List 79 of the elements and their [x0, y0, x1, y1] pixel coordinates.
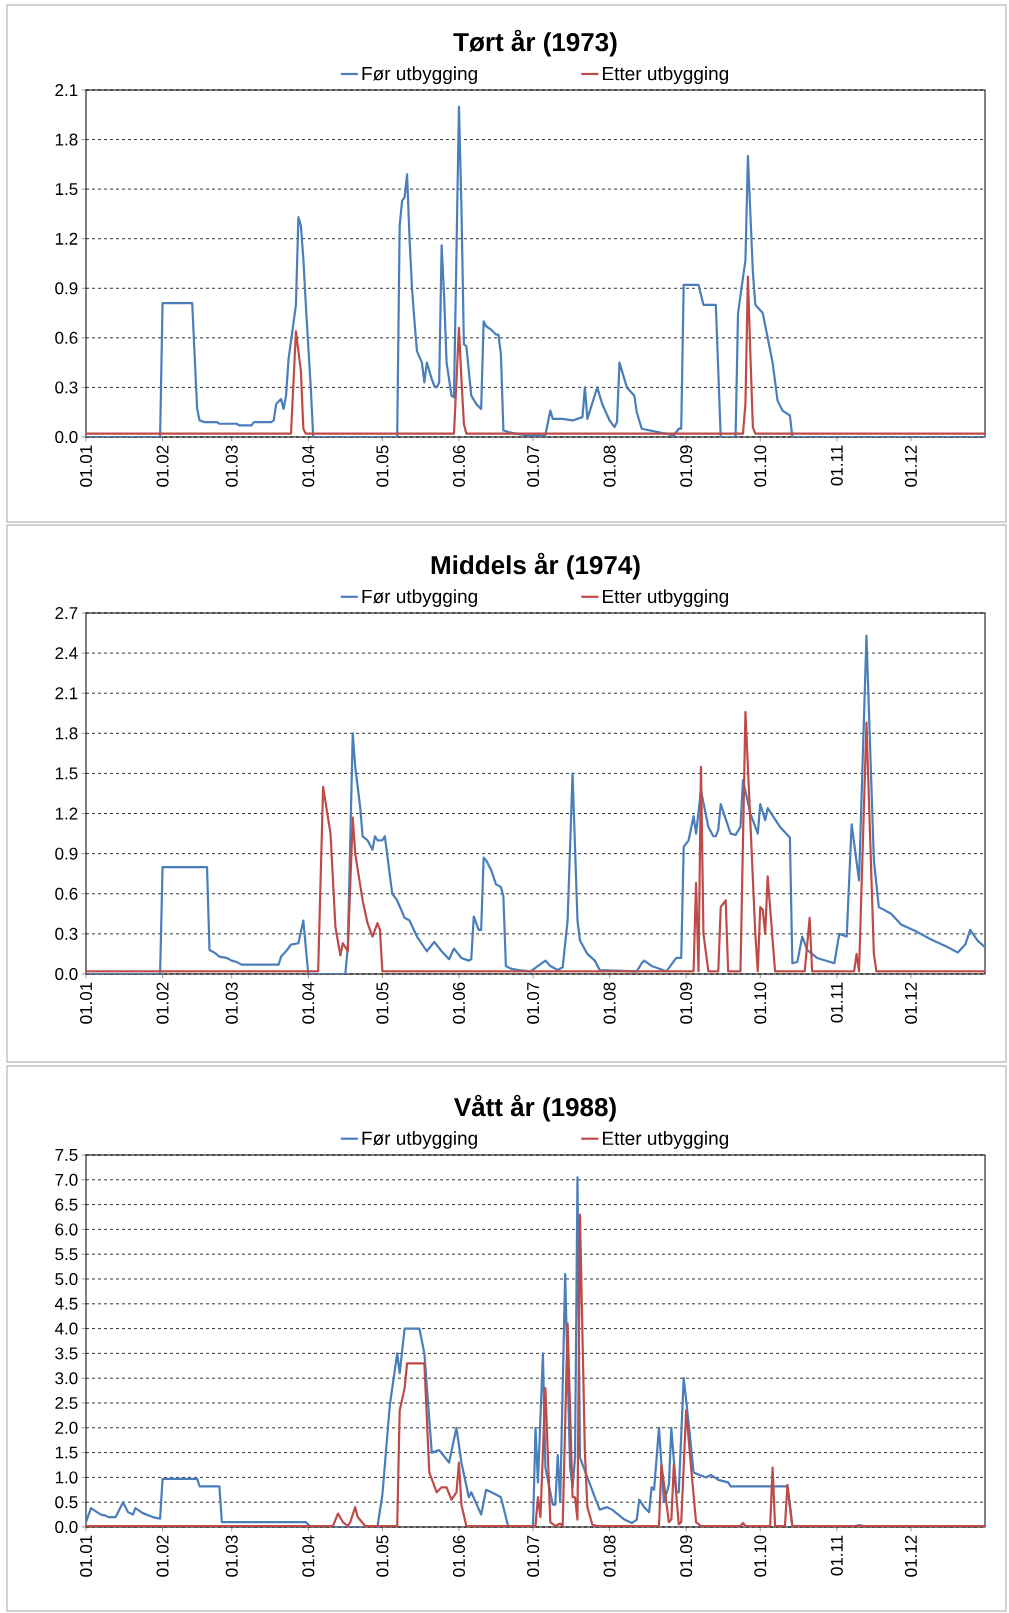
y-tick-label: 0.0: [55, 430, 78, 444]
x-tick-label: 01.09: [680, 982, 693, 1024]
chart-title: Vått år (1988): [454, 1094, 616, 1122]
x-tick-label: 01.06: [452, 1535, 465, 1577]
x-tick-label: 01.08: [603, 1535, 616, 1577]
x-tick-label: 01.05: [376, 982, 389, 1024]
legend-label: Etter utbygging: [603, 1131, 729, 1149]
x-tick-label: 01.10: [754, 982, 767, 1024]
y-tick-label: 0.0: [55, 967, 78, 981]
x-tick-label: 01.04: [302, 1535, 315, 1577]
x-tick-label: 01.12: [904, 445, 917, 487]
y-tick-label: 4.5: [54, 1297, 78, 1310]
x-tick-label: 01.12: [904, 982, 917, 1024]
x-tick-label: 01.03: [225, 982, 238, 1024]
x-tick-label: 01.11: [830, 982, 843, 1023]
y-tick-label: 5.0: [55, 1272, 78, 1286]
y-tick-label: 2.7: [55, 607, 78, 619]
y-tick-label: 2.1: [55, 84, 78, 96]
x-tick-label: 01.10: [754, 1535, 767, 1577]
y-tick-label: 1.8: [55, 133, 78, 146]
y-tick-label: 1.5: [55, 767, 78, 780]
x-tick-label: 01.08: [603, 982, 616, 1024]
y-tick-label: 3.0: [55, 1372, 78, 1385]
x-tick-label: 01.05: [376, 1535, 389, 1577]
legend-label: Før utbygging: [362, 589, 477, 607]
legend-label: Før utbygging: [362, 66, 477, 85]
y-tick-label: 2.4: [55, 647, 78, 660]
y-tick-label: 6.5: [55, 1198, 78, 1211]
x-tick-label: 01.11: [830, 1535, 843, 1576]
x-tick-label: 01.08: [603, 445, 616, 487]
x-tick-label: 01.06: [452, 982, 465, 1024]
y-tick-label: 1.2: [55, 807, 78, 820]
y-tick-label: 1.5: [55, 183, 78, 196]
y-tick-label: 0.9: [55, 282, 78, 295]
y-tick-label: 0.3: [55, 381, 78, 394]
y-tick-label: 3.5: [55, 1347, 78, 1360]
y-tick-label: 7.5: [55, 1149, 78, 1161]
legend-label: Før utbygging: [362, 1131, 477, 1149]
y-tick-label: 6.0: [55, 1223, 78, 1236]
y-tick-label: 1.8: [55, 727, 78, 740]
x-tick-label: 01.12: [904, 1535, 917, 1577]
y-tick-label: 0.5: [55, 1496, 78, 1509]
x-tick-label: 01.07: [527, 445, 540, 487]
x-tick-label: 01.04: [302, 445, 315, 487]
x-tick-label: 01.02: [156, 982, 169, 1024]
x-tick-label: 01.02: [156, 1535, 169, 1577]
y-tick-label: 2.1: [55, 687, 78, 700]
x-tick-label: 01.01: [79, 1535, 93, 1577]
chart-title: Tørt år (1973): [453, 29, 617, 57]
y-tick-label: 1.2: [55, 232, 78, 245]
x-tick-label: 01.01: [79, 445, 93, 487]
x-tick-label: 01.03: [225, 445, 238, 487]
y-tick-label: 4.0: [54, 1322, 78, 1335]
x-tick-label: 01.06: [452, 445, 465, 487]
x-tick-label: 01.10: [754, 445, 767, 487]
x-tick-label: 01.07: [527, 982, 540, 1024]
y-tick-label: 2.5: [55, 1396, 78, 1410]
x-tick-label: 01.09: [680, 1535, 693, 1577]
y-tick-label: 0.6: [55, 331, 78, 344]
x-tick-label: 01.02: [156, 445, 169, 487]
y-tick-label: 1.0: [55, 1471, 78, 1484]
y-tick-label: 2.0: [55, 1421, 78, 1434]
legend-label: Etter utbygging: [603, 589, 729, 607]
y-tick-label: 5.5: [55, 1248, 78, 1261]
x-tick-label: 01.05: [376, 445, 389, 487]
y-tick-label: 0.0: [55, 1520, 78, 1534]
x-tick-label: 01.04: [302, 982, 315, 1024]
x-tick-label: 01.07: [527, 1535, 540, 1577]
x-tick-label: 01.01: [79, 982, 93, 1024]
y-tick-label: 0.9: [55, 847, 78, 860]
y-tick-label: 1.5: [55, 1446, 78, 1459]
chart-title: Middels år (1974): [431, 552, 640, 580]
legend-label: Etter utbygging: [603, 66, 729, 85]
y-tick-label: 0.3: [55, 927, 78, 940]
y-tick-label: 7.0: [55, 1173, 78, 1186]
x-tick-label: 01.03: [225, 1535, 238, 1577]
x-tick-label: 01.09: [680, 445, 693, 487]
x-tick-label: 01.11: [830, 445, 843, 486]
y-tick-label: 0.6: [55, 887, 78, 900]
